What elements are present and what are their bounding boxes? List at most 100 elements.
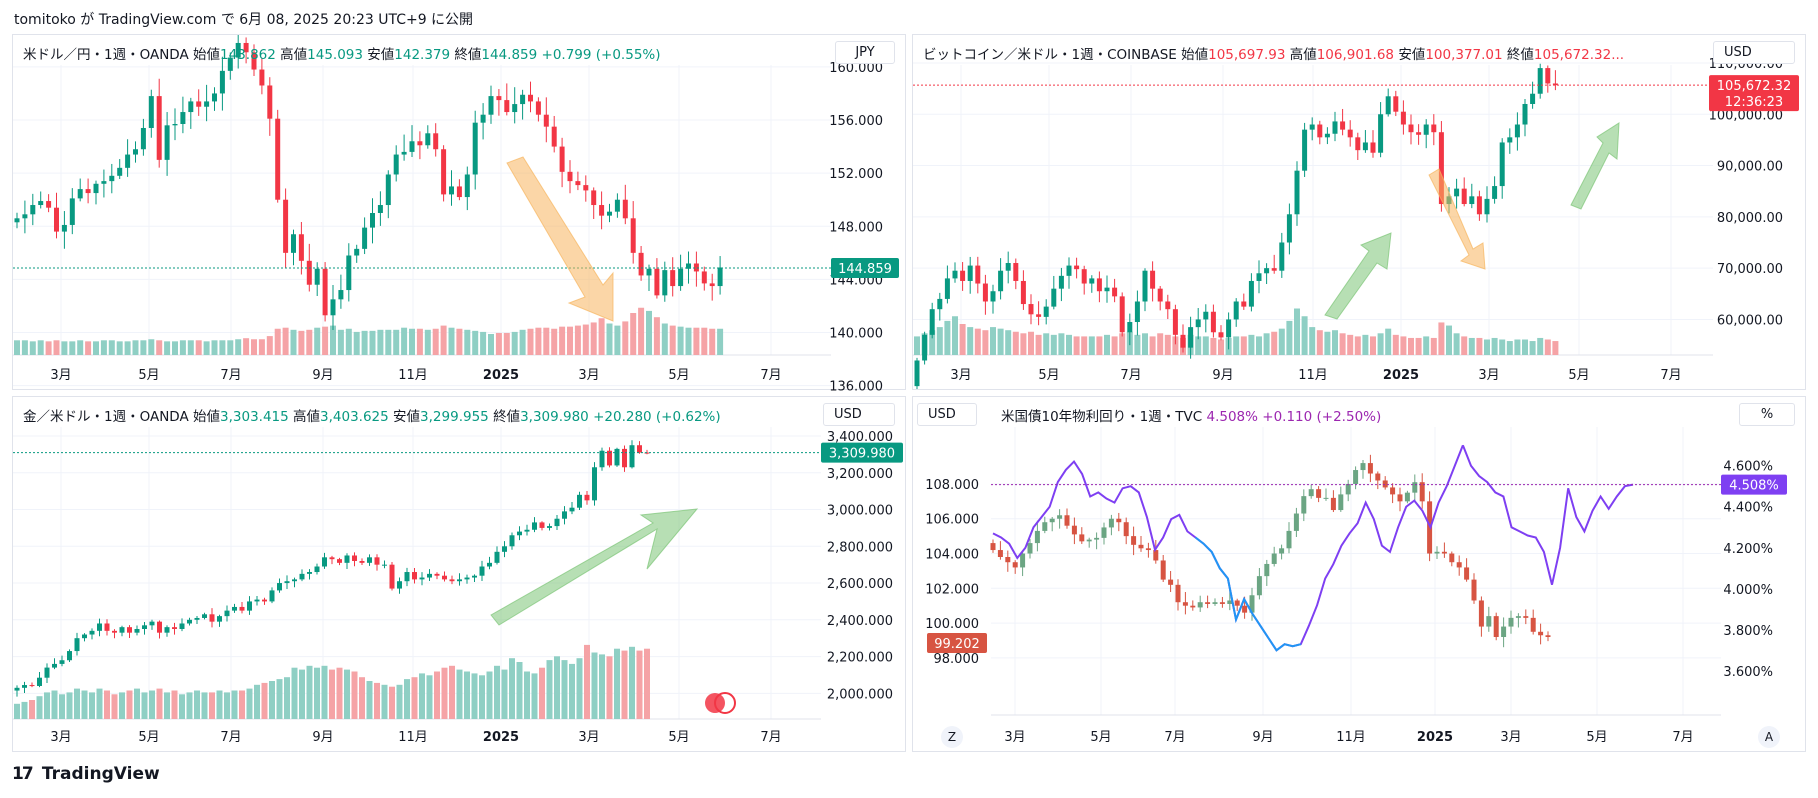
xauusd-y-tick: 3,400.000 <box>827 430 893 445</box>
xauusd-currency-button[interactable]: USD <box>823 403 895 426</box>
btcusd-x-tick: 5月 <box>1568 368 1589 383</box>
xauusd-up-arrow <box>490 508 699 626</box>
us10y-chart[interactable]: 108.000 106.000 104.000 102.000 100.000 98.00… <box>913 397 1807 753</box>
btcusd-candle <box>1104 287 1110 292</box>
usdjpy-volume-bar <box>559 326 566 355</box>
usdjpy-volume-bar <box>393 329 400 355</box>
usdjpy-volume-bar <box>211 340 218 355</box>
btcusd-chart-panel[interactable]: 110,000.00 100,000.00 90,000.00 80,000.00 70… <box>912 34 1806 390</box>
xauusd-candle <box>14 687 20 691</box>
btcusd-candle <box>952 270 958 279</box>
us10y-right-currency-button[interactable]: % <box>1739 403 1795 426</box>
btcusd-candle <box>1043 306 1049 317</box>
xauusd-candle <box>22 685 27 688</box>
usdjpy-chart[interactable]: 160.000156.000152.000148.000144.000140.0… <box>13 35 907 391</box>
usdjpy-volume-bar <box>187 340 194 355</box>
usdjpy-volume-bar <box>93 341 99 355</box>
xauusd-x-tick: 11月 <box>398 730 428 745</box>
xauusd-candle <box>382 564 387 566</box>
btcusd-y-tick: 100,000.00 <box>1709 108 1783 123</box>
xauusd-candle <box>59 660 65 664</box>
xauusd-candle <box>352 555 357 561</box>
xauusd-candle <box>427 573 432 578</box>
xauusd-candle <box>464 577 470 580</box>
btcusd-candle <box>1119 296 1125 333</box>
us10y-x-tick: 5月 <box>1090 730 1111 745</box>
xauusd-candle <box>74 638 80 652</box>
btcusd-symbol: ビットコイン／米ドル・1週・COINBASE <box>923 47 1177 63</box>
xauusd-volume-bar <box>44 692 50 719</box>
us10y-candle <box>1205 602 1211 604</box>
auto-scale-a-button[interactable]: A <box>1758 726 1780 748</box>
btcusd-candle <box>1279 242 1285 271</box>
xauusd-volume-bar <box>569 663 575 719</box>
btcusd-x-tick: 11月 <box>1298 368 1328 383</box>
usdjpy-candle <box>354 248 360 256</box>
usdjpy-x-tick: 7月 <box>220 368 241 383</box>
usdjpy-volume-bar <box>132 340 139 355</box>
btcusd-price-badge: 105,672.32 <box>1717 79 1791 94</box>
us10y-candle <box>1471 579 1477 601</box>
btcusd-close: 105,672.32... <box>1533 47 1625 63</box>
usdjpy-volume-bar <box>53 340 60 355</box>
xauusd-candle <box>149 621 155 626</box>
usdjpy-volume-bar <box>164 341 171 355</box>
us10y-chart-panel[interactable]: 108.000 106.000 104.000 102.000 100.000 98.00… <box>912 396 1806 752</box>
usdjpy-volume-bar <box>77 340 84 355</box>
btcusd-volume-bar <box>1392 334 1399 355</box>
btcusd-volume-bar <box>1248 334 1255 355</box>
zoom-z-button[interactable]: Z <box>941 726 963 748</box>
xauusd-volume-bar <box>449 665 455 719</box>
us10y-candle <box>1501 626 1507 637</box>
xauusd-volume-bar <box>479 675 485 719</box>
btcusd-candle <box>1005 263 1011 271</box>
btcusd-chart[interactable]: 110,000.00100,000.0090,000.0080,000.0070… <box>913 35 1807 391</box>
xauusd-volume-bar <box>441 667 448 719</box>
us10y-candle <box>1057 515 1063 519</box>
xauusd-symbol: 金／米ドル・1週・OANDA <box>23 409 189 425</box>
us10y-candle <box>990 543 996 551</box>
usdjpy-volume-bar <box>661 323 668 355</box>
xauusd-volume-bar <box>464 671 470 719</box>
btcusd-candle <box>1507 137 1513 143</box>
xauusd-candle <box>292 579 297 582</box>
btcusd-candle <box>1431 124 1437 133</box>
us10y-candle <box>1353 470 1359 484</box>
us10y-left-currency-button[interactable]: USD <box>917 403 977 426</box>
xauusd-chart-panel[interactable]: 3,400.000 3,200.000 3,000.000 2,800.000 2,60… <box>12 396 906 752</box>
xauusd-candle <box>172 627 177 629</box>
xauusd-x-tick: 3月 <box>50 730 71 745</box>
us10y-candle <box>1330 497 1336 511</box>
usdjpy-candle <box>283 199 289 253</box>
btcusd-currency-button[interactable]: USD <box>1713 41 1795 64</box>
xauusd-volume-bar <box>494 665 500 719</box>
tradingview-logo[interactable]: 17 TradingView <box>12 764 160 784</box>
us10y-candle <box>1227 600 1233 604</box>
btcusd-candle <box>1051 288 1057 307</box>
usdjpy-currency-button[interactable]: JPY <box>835 41 895 64</box>
usdjpy-candle <box>567 171 573 182</box>
xauusd-volume-bar <box>389 686 395 719</box>
xauusd-x-tick: 7月 <box>220 730 241 745</box>
xauusd-candle <box>629 445 635 468</box>
xauusd-volume-bar <box>456 669 463 719</box>
usdjpy-volume-bar <box>353 331 360 355</box>
xauusd-candle <box>179 623 185 629</box>
btcusd-candle <box>1408 124 1414 133</box>
usdjpy-x-tick: 11月 <box>398 368 428 383</box>
usdjpy-volume-bar <box>527 328 534 355</box>
usdjpy-chart-panel[interactable]: 160.000 156.000 152.000 148.000 144.000 140.0… <box>12 34 907 391</box>
us10y-left-y-tick: 104.000 <box>925 548 979 563</box>
xauusd-volume-bar <box>284 677 290 719</box>
xauusd-y-tick: 2,800.000 <box>827 540 893 555</box>
xauusd-candle <box>209 614 215 622</box>
btcusd-candle <box>1484 198 1490 215</box>
xauusd-candle <box>539 522 545 528</box>
usdjpy-volume-bar <box>622 321 629 355</box>
xauusd-chart[interactable]: 3,400.000 3,200.000 3,000.000 2,800.000 2,60… <box>13 397 907 753</box>
xauusd-close: 3,309.980 <box>520 409 589 425</box>
btcusd-volume-bar <box>1309 327 1316 355</box>
xauusd-candle <box>112 630 117 633</box>
publish-header: tomitoko が TradingView.com で 6月 08, 2025… <box>14 12 474 28</box>
xauusd-candle <box>449 579 455 582</box>
